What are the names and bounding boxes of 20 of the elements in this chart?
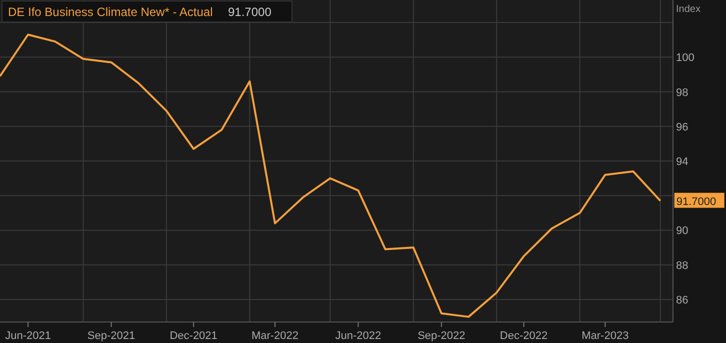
x-tick-label: Sep-2021 <box>87 330 136 342</box>
y-tick-label: 88 <box>676 260 688 272</box>
y-tick-label: 86 <box>676 294 688 306</box>
x-tick-label: Dec-2022 <box>500 330 548 342</box>
y-tick-label: 94 <box>676 156 688 168</box>
x-tick-label: Mar-2023 <box>582 330 629 342</box>
annotation: 91.7000 <box>676 196 716 208</box>
x-tick-label: Jun-2022 <box>335 330 382 342</box>
x-tick-label: Dec-2021 <box>170 330 218 342</box>
x-tick-label: Sep-2022 <box>418 330 466 342</box>
y-tick-label: 96 <box>676 121 688 134</box>
y-tick-label: 100 <box>676 52 694 64</box>
y-axis-title: Index <box>676 4 700 15</box>
x-tick-label: Jun-2021 <box>5 330 51 342</box>
line-series <box>0 34 662 318</box>
y-tick-label: 98 <box>676 86 688 99</box>
x-tick-label: Mar-2022 <box>251 330 299 342</box>
text: DE Ifo Business Climate New* - Actual <box>8 5 213 19</box>
y-tick-label: 90 <box>676 225 688 238</box>
annotation: 91.7000 <box>228 5 272 19</box>
